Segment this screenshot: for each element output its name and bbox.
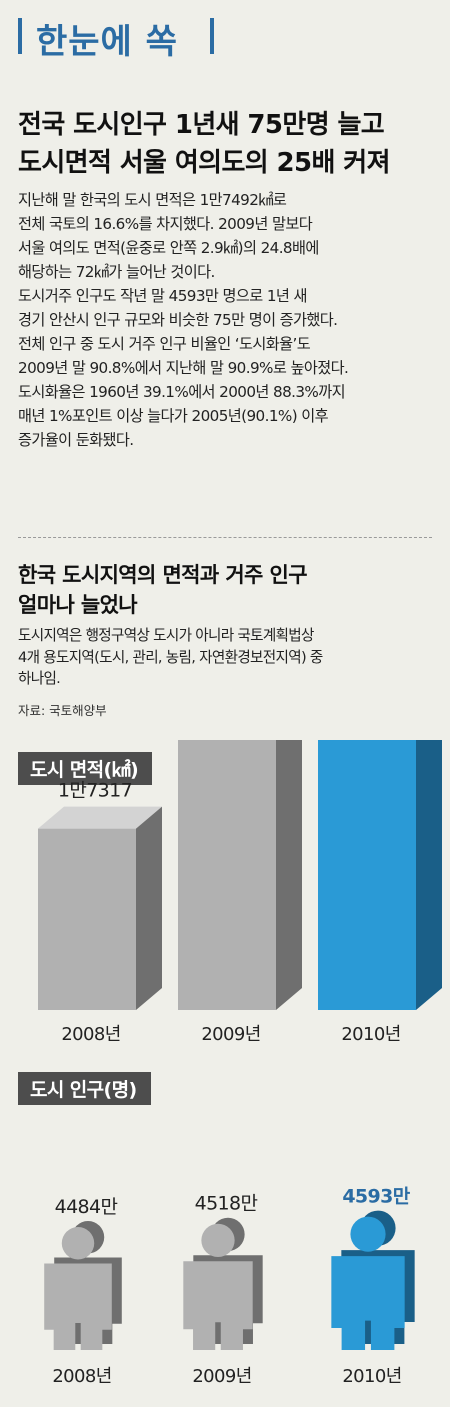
area-bar-top <box>38 806 162 829</box>
population-category-label-0: 2008년 <box>52 1366 111 1387</box>
area-bar-front <box>38 828 136 1010</box>
area-category-label-1: 2009년 <box>201 1024 260 1045</box>
section-divider <box>18 537 432 538</box>
header-right-bar <box>210 18 214 54</box>
population-value-label-0: 4484만 <box>55 1196 118 1218</box>
section-title: 한국 도시지역의 면적과 거주 인구 얼마나 늘었나 <box>18 563 308 617</box>
header: 한눈에 쏙 <box>0 0 450 88</box>
person-body <box>183 1261 253 1350</box>
area-bar-side <box>276 740 302 1010</box>
population-category-label-2: 2010년 <box>342 1366 401 1387</box>
person-body <box>44 1263 112 1350</box>
person-figure-0 <box>44 1221 122 1350</box>
person-body <box>331 1256 405 1350</box>
area-bar-side <box>136 806 162 1010</box>
person-head <box>201 1223 235 1258</box>
person-figure-1 <box>183 1217 263 1350</box>
area-value-label-0: 1만7317 <box>58 780 132 802</box>
population-chart-title: 도시 인구(명) <box>18 1072 151 1105</box>
population-value-label-2: 4593만 <box>342 1186 410 1208</box>
area-category-label-2: 2010년 <box>341 1024 400 1045</box>
person-head <box>350 1216 386 1252</box>
area-category-label-0: 2008년 <box>61 1024 120 1045</box>
section-description: 도시지역은 행정구역상 도시가 아니라 국토계획법상 4개 용도지역(도시, 관… <box>18 627 323 687</box>
headline: 전국 도시인구 1년새 75만명 늘고 도시면적 서울 여의도의 25배 커져 <box>18 110 391 178</box>
area-bar-front <box>318 740 416 1010</box>
person-head <box>61 1227 95 1260</box>
area-chart-title: 도시 면적(㎢) <box>18 752 153 785</box>
header-title: 한눈에 쏙 <box>36 22 178 62</box>
area-bar-0 <box>38 806 162 1010</box>
area-bar-1 <box>178 740 302 1010</box>
person-figure-2 <box>331 1210 415 1350</box>
source-note: 자료: 국토해양부 <box>18 703 107 718</box>
population-value-label-1: 4518만 <box>195 1193 258 1215</box>
area-chart: 1만73172008년1만74202009년1만74922010년 <box>38 740 442 1045</box>
area-bar-2 <box>318 740 442 1010</box>
population-chart: 4484만 2008년 4518만 2009년 4593만 2010년 <box>44 1186 415 1387</box>
header-left-bar <box>18 18 22 54</box>
population-category-label-1: 2009년 <box>192 1366 251 1387</box>
area-bar-side <box>416 740 442 1010</box>
article-body: 지난해 말 한국의 도시 면적은 1만7492㎢로 전체 국토의 16.6%를 … <box>18 191 349 449</box>
area-bar-front <box>178 740 276 1010</box>
